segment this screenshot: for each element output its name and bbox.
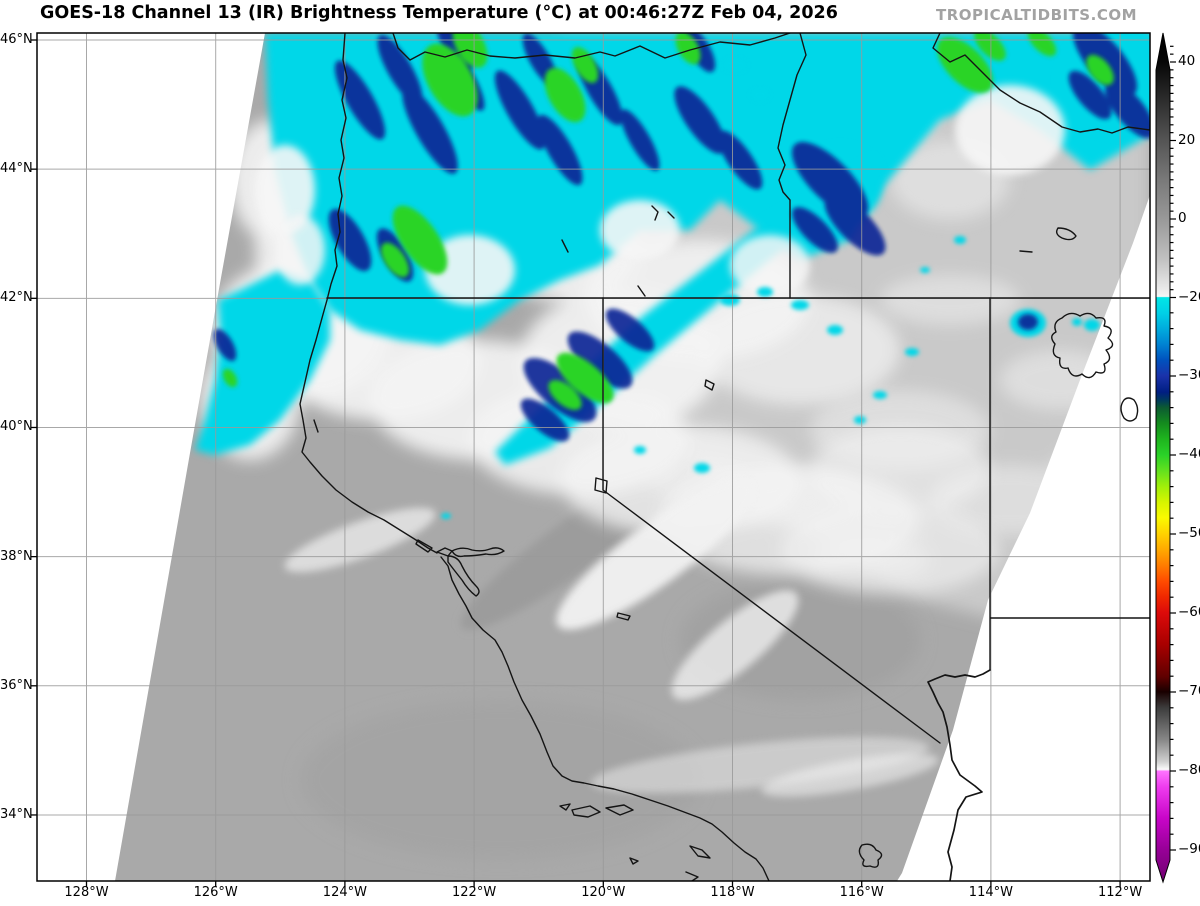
colorbar-tick-label: −60 — [1178, 604, 1200, 620]
lon-label: 128°W — [64, 885, 109, 900]
page-title: GOES-18 Channel 13 (IR) Brightness Tempe… — [40, 3, 838, 23]
axis-ticks — [31, 39, 1121, 887]
site-watermark: TROPICALTIDBITS.COM — [936, 6, 1137, 24]
lon-label: 124°W — [322, 885, 367, 900]
lat-label: 40°N — [0, 419, 33, 435]
lon-label: 118°W — [710, 885, 755, 900]
colorbar-tick-label: −40 — [1178, 446, 1200, 462]
lat-label: 38°N — [0, 548, 33, 564]
colorbar-ticks — [1170, 45, 1176, 851]
swath-edge-west — [37, 33, 265, 881]
colorbar-tick-label: −80 — [1178, 762, 1200, 778]
colorbar-tick-label: −90 — [1178, 841, 1200, 857]
satellite-imagery — [37, 33, 1150, 881]
state-borders-coastline — [299, 33, 1150, 881]
colorbar-tick-label: −50 — [1178, 525, 1200, 541]
colorbar-tick-label: −20 — [1178, 288, 1200, 305]
lat-label: 34°N — [0, 806, 33, 822]
colorbar-tick-label: −70 — [1178, 683, 1200, 699]
lon-label: 114°W — [968, 885, 1013, 900]
colorbar-tick-label: −30 — [1178, 367, 1200, 383]
colorbar-gradient-bar — [1155, 32, 1171, 884]
lon-label: 126°W — [193, 885, 238, 900]
swath-edge-east — [897, 195, 1150, 881]
lat-label: 42°N — [0, 290, 33, 306]
colorbar-tick-label: 40 — [1178, 53, 1196, 69]
lon-label: 112°W — [1098, 885, 1143, 900]
lat-label: 46°N — [0, 32, 33, 47]
lat-lon-gridlines — [37, 33, 1150, 881]
lon-label: 116°W — [839, 885, 884, 900]
colorbar — [1155, 32, 1176, 884]
map-frame — [36, 32, 1151, 882]
colorbar-tick-label: 0 — [1178, 210, 1187, 226]
colorbar-tick-label: 20 — [1178, 131, 1196, 148]
lon-label: 120°W — [581, 885, 626, 900]
lat-label: 36°N — [0, 677, 33, 693]
lat-label: 44°N — [0, 161, 33, 177]
lon-label: 122°W — [452, 885, 497, 900]
